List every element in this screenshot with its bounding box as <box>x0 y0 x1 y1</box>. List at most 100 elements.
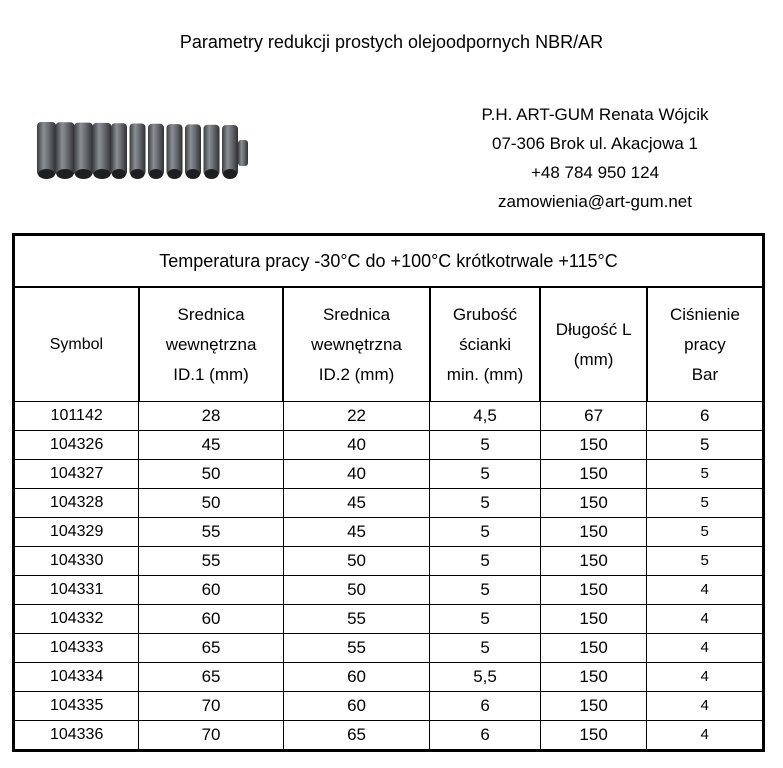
product-photo-reducers <box>37 122 248 179</box>
header-line: (mm) <box>573 349 614 369</box>
tube <box>129 123 146 176</box>
cell-symbol: 104335 <box>12 691 140 721</box>
table-caption: Temperatura pracy -30°C do +100°C krótko… <box>13 234 764 288</box>
table-row: 104332 60 55 5 150 4 <box>12 604 764 634</box>
cell-length: 150 <box>539 604 648 634</box>
tube-opening <box>149 169 163 179</box>
tube <box>92 122 112 176</box>
table-row: 104327 50 40 5 150 5 <box>12 459 764 489</box>
cell-working-pressure: 4 <box>646 633 764 663</box>
cell-inner-diameter-1: 50 <box>138 488 284 518</box>
cell-inner-diameter-2: 60 <box>282 662 431 692</box>
header-line: Bar <box>691 364 719 384</box>
header-line: Srednica <box>177 304 245 324</box>
cell-inner-diameter-1: 45 <box>138 430 284 460</box>
cell-length: 150 <box>539 546 648 576</box>
cell-inner-diameter-1: 55 <box>138 517 284 547</box>
cell-symbol: 104333 <box>12 633 140 663</box>
cell-wall-thickness: 5 <box>429 488 541 518</box>
tube <box>222 125 238 176</box>
cell-inner-diameter-1: 70 <box>138 720 284 751</box>
column-header-working-pressure: Ciśnienie pracy Bar <box>646 286 765 402</box>
cell-inner-diameter-2: 45 <box>282 488 431 518</box>
header-line: Ciśnienie <box>669 304 740 324</box>
cell-working-pressure: 5 <box>646 430 764 460</box>
tube-opening <box>223 169 237 179</box>
tube-opening <box>56 169 74 179</box>
cell-inner-diameter-1: 55 <box>138 546 284 576</box>
cell-wall-thickness: 5 <box>429 633 541 663</box>
tube-opening <box>186 169 200 179</box>
table-row: 104336 70 65 6 150 4 <box>12 720 764 751</box>
table-row: 104331 60 50 5 150 4 <box>12 575 764 605</box>
table-row: 104334 65 60 5,5 150 4 <box>12 662 764 692</box>
header-line: wewnętrzna <box>311 334 402 354</box>
tube <box>203 124 220 176</box>
tube-opening <box>130 169 145 179</box>
table-row: 101142 28 22 4,5 67 6 <box>12 401 764 431</box>
table-row: 104329 55 45 5 150 5 <box>12 517 764 547</box>
company-address: 07-306 Brok ul. Akacjowa 1 <box>491 134 698 153</box>
company-phone: +48 784 950 124 <box>530 163 660 182</box>
company-info: P.H. ART-GUM Renata Wójcik 07-306 Brok u… <box>440 100 750 216</box>
cell-wall-thickness: 5 <box>429 575 541 605</box>
cell-inner-diameter-2: 55 <box>282 604 431 634</box>
cell-wall-thickness: 6 <box>429 720 541 751</box>
table-row: 104333 65 55 5 150 4 <box>12 633 764 663</box>
tube-small <box>238 140 248 166</box>
cell-length: 150 <box>539 517 648 547</box>
cell-symbol: 104336 <box>12 720 140 751</box>
cell-length: 150 <box>539 662 648 692</box>
table-row: 104330 55 50 5 150 5 <box>12 546 764 576</box>
table-row: 104335 70 60 6 150 4 <box>12 691 764 721</box>
header-line: Długość L <box>555 319 632 339</box>
header-line: ścianki <box>459 334 512 354</box>
tube-opening <box>112 169 126 179</box>
cell-inner-diameter-1: 28 <box>138 401 284 431</box>
company-name: P.H. ART-GUM Renata Wójcik <box>481 105 709 124</box>
company-email[interactable]: zamowienia@art-gum.net <box>498 192 692 211</box>
cell-inner-diameter-2: 40 <box>282 459 431 489</box>
column-header-symbol: Symbol <box>12 286 140 402</box>
cell-inner-diameter-2: 45 <box>282 517 431 547</box>
tube <box>166 124 183 176</box>
cell-symbol: 104328 <box>12 488 140 518</box>
tube-opening <box>167 169 182 179</box>
column-header-wall-thickness: Grubość ścianki min. (mm) <box>429 286 542 402</box>
tube-opening <box>38 169 55 179</box>
cell-wall-thickness: 5 <box>429 604 541 634</box>
tube <box>185 124 201 176</box>
cell-symbol: 104330 <box>12 546 140 576</box>
cell-length: 150 <box>539 691 648 721</box>
cell-symbol: 104326 <box>12 430 140 460</box>
tube <box>111 123 127 176</box>
cell-length: 150 <box>539 633 648 663</box>
cell-working-pressure: 6 <box>646 401 764 431</box>
cell-symbol: 104329 <box>12 517 140 547</box>
cell-length: 150 <box>539 575 648 605</box>
header-line: wewnętrzna <box>165 334 257 354</box>
cell-working-pressure: 5 <box>646 459 764 489</box>
header-line: Srednica <box>322 304 391 324</box>
tube <box>148 123 164 176</box>
tube <box>74 122 93 176</box>
table-header-row: Symbol Srednica wewnętrzna ID.1 (mm) Srednic… <box>12 286 765 402</box>
cell-symbol: 104331 <box>12 575 140 605</box>
cell-symbol: 101142 <box>12 401 140 431</box>
cell-inner-diameter-2: 22 <box>282 401 431 431</box>
cell-inner-diameter-2: 60 <box>282 691 431 721</box>
cell-wall-thickness: 4,5 <box>429 401 541 431</box>
page-title: Parametry redukcji prostych olejoodporny… <box>179 32 604 52</box>
tube-opening <box>204 169 219 179</box>
cell-length: 150 <box>539 488 648 518</box>
cell-working-pressure: 4 <box>646 604 764 634</box>
cell-working-pressure: 5 <box>646 488 764 518</box>
cell-length: 67 <box>539 401 648 431</box>
cell-working-pressure: 4 <box>646 720 764 751</box>
tube <box>55 122 75 176</box>
cell-working-pressure: 5 <box>646 546 764 576</box>
tube <box>37 122 56 176</box>
cell-symbol: 104327 <box>12 459 140 489</box>
cell-wall-thickness: 5,5 <box>429 662 541 692</box>
column-header-inner-diameter-2: Srednica wewnętrzna ID.2 (mm) <box>282 286 431 402</box>
